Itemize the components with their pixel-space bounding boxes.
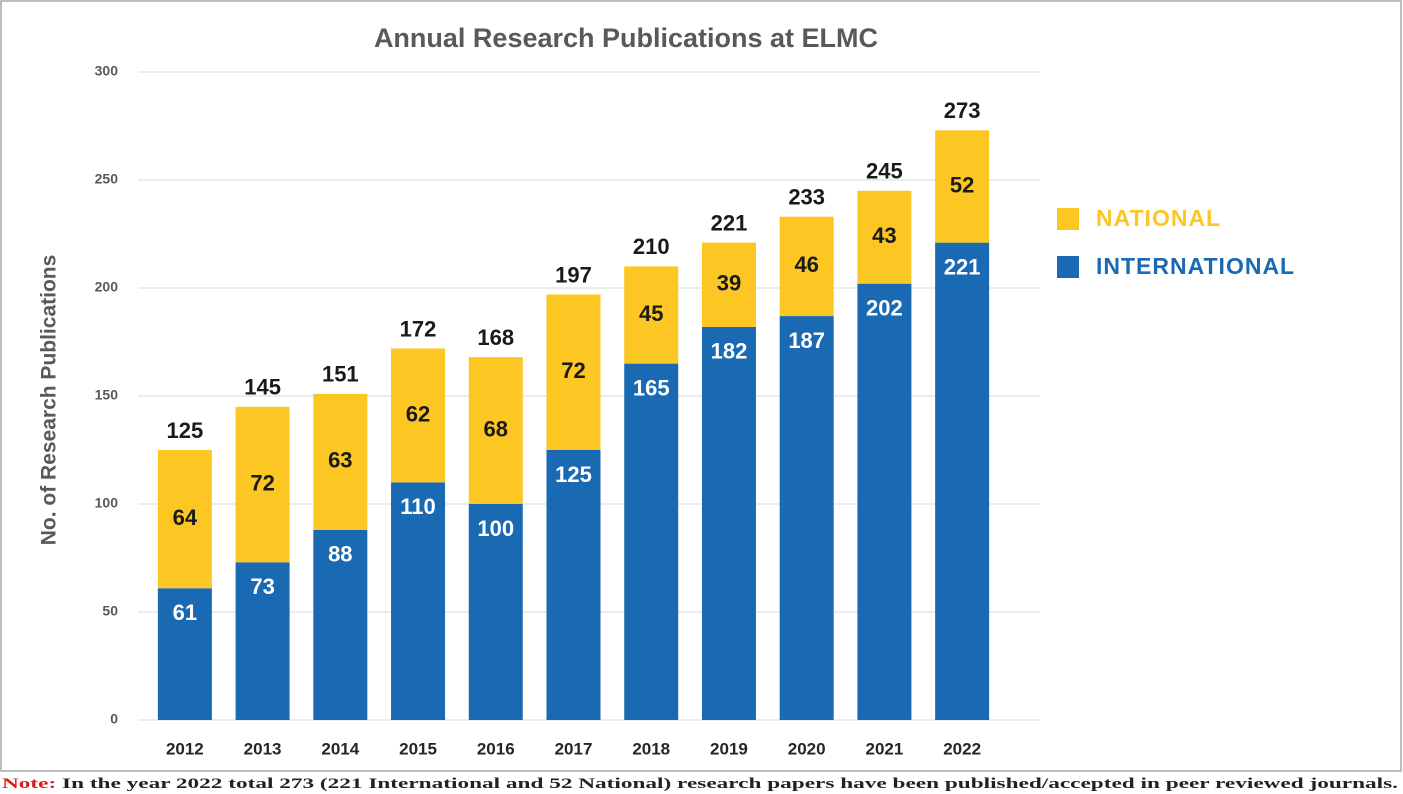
- bar-segment: [935, 130, 990, 243]
- bar-segment: [157, 450, 212, 589]
- bar-segment: [779, 216, 834, 317]
- data-label: 45: [639, 301, 663, 326]
- bar-segment: [391, 348, 446, 483]
- y-tick-label: 250: [95, 171, 119, 187]
- bar-segment: [624, 363, 679, 720]
- y-tick-label: 100: [95, 495, 119, 511]
- data-label: 73: [250, 574, 274, 599]
- x-tick-label: 2019: [710, 739, 748, 758]
- data-label: 100: [477, 516, 514, 541]
- total-label: 233: [788, 185, 825, 210]
- bar-segment: [857, 283, 912, 720]
- bar-segment: [313, 393, 368, 530]
- total-label: 145: [244, 375, 281, 400]
- total-label: 197: [555, 262, 592, 287]
- data-label: 72: [561, 358, 585, 383]
- bar-segment: [157, 588, 212, 720]
- y-tick-label: 0: [110, 711, 118, 727]
- x-tick-label: 2016: [477, 739, 515, 758]
- x-tick-label: 2018: [632, 739, 670, 758]
- data-label: 110: [400, 494, 436, 519]
- chart-title: Annual Research Publications at ELMC: [374, 23, 878, 53]
- total-label: 151: [322, 362, 359, 387]
- data-label: 221: [944, 254, 981, 279]
- total-label: 172: [400, 316, 437, 341]
- legend-swatch: [1057, 208, 1079, 230]
- data-label: 72: [250, 470, 274, 495]
- y-tick-label: 150: [95, 387, 119, 403]
- data-label: 68: [484, 416, 508, 441]
- total-label: 221: [711, 210, 748, 235]
- bar-segment: [235, 406, 290, 563]
- y-axis-label: No. of Research Publications: [38, 255, 61, 546]
- bar-segment: [468, 357, 523, 504]
- bar-segment: [235, 562, 290, 720]
- x-tick-label: 2015: [399, 739, 437, 758]
- x-tick-label: 2013: [244, 739, 282, 758]
- x-tick-label: 2022: [943, 739, 981, 758]
- bar-segment: [624, 266, 679, 364]
- x-tick-label: 2012: [166, 739, 204, 758]
- total-label: 168: [477, 325, 514, 350]
- note-text: In the year 2022 total 273 (221 Internat…: [56, 776, 1398, 792]
- total-label: 210: [633, 234, 670, 259]
- total-label: 273: [944, 98, 981, 123]
- data-label: 46: [794, 252, 818, 277]
- y-tick-label: 200: [95, 279, 119, 295]
- data-label: 62: [406, 401, 430, 426]
- bar-segment: [391, 482, 446, 720]
- bar-segment: [701, 242, 756, 327]
- data-label: 63: [328, 448, 352, 473]
- note: Note: In the year 2022 total 273 (221 In…: [2, 776, 1398, 792]
- chart-border: [0, 0, 1402, 772]
- x-tick-label: 2021: [865, 739, 903, 758]
- data-label: 52: [950, 172, 974, 197]
- bar-segment: [313, 529, 368, 720]
- bar-segment: [701, 326, 756, 720]
- total-label: 125: [167, 418, 204, 443]
- data-label: 39: [717, 271, 741, 296]
- bar-segment: [779, 316, 834, 720]
- data-label: 43: [872, 223, 896, 248]
- data-label: 202: [866, 295, 903, 320]
- data-label: 182: [711, 339, 748, 364]
- data-label: 88: [328, 542, 352, 567]
- bar-segment: [468, 504, 523, 720]
- x-tick-label: 2020: [788, 739, 826, 758]
- note-label: Note:: [2, 776, 56, 792]
- bar-segment: [546, 294, 601, 450]
- legend-label: NATIONAL: [1096, 205, 1221, 231]
- data-label: 165: [633, 375, 670, 400]
- y-tick-label: 300: [95, 63, 119, 79]
- data-label: 187: [788, 328, 825, 353]
- x-tick-label: 2017: [555, 739, 593, 758]
- legend-swatch: [1057, 256, 1079, 278]
- legend-label: INTERNATIONAL: [1096, 253, 1295, 279]
- bar-segment: [857, 190, 912, 284]
- data-label: 61: [173, 600, 197, 625]
- x-tick-label: 2014: [321, 739, 359, 758]
- data-label: 125: [555, 462, 592, 487]
- y-tick-label: 50: [102, 603, 118, 619]
- total-label: 245: [866, 159, 903, 184]
- bar-segment: [935, 242, 990, 720]
- bar-segment: [546, 450, 601, 720]
- data-label: 64: [173, 505, 198, 530]
